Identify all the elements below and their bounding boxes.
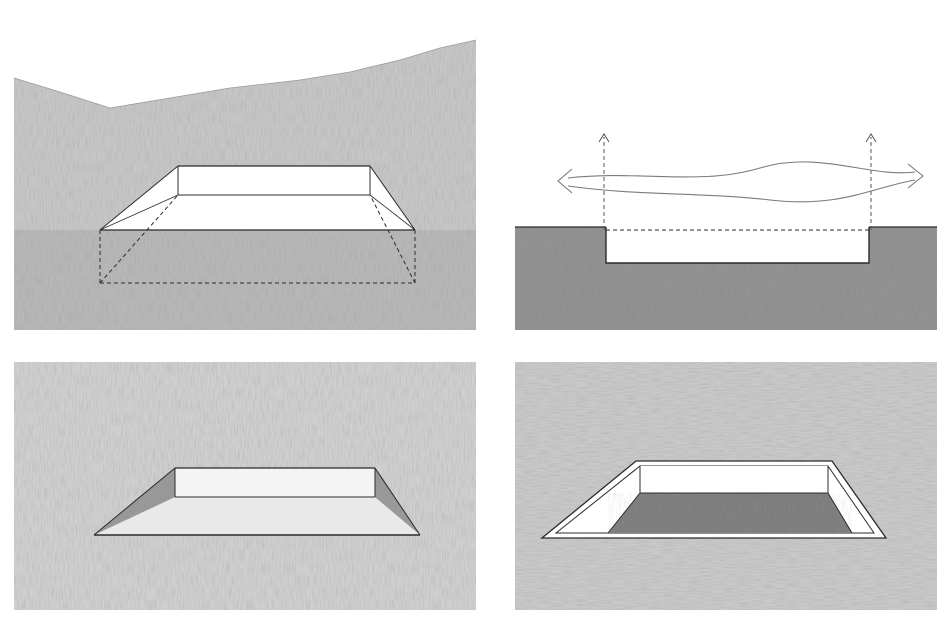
back-wall <box>178 166 370 195</box>
cut-slope-left <box>99 165 179 231</box>
panel-view-section <box>515 133 937 330</box>
cut-floor-right <box>369 194 416 231</box>
panel-sunken-void <box>14 362 476 610</box>
hidden-volume-dashed <box>99 194 416 284</box>
panel-excavation-section <box>13 39 477 330</box>
panel-framed-void <box>515 362 937 610</box>
ground-shade <box>14 230 476 330</box>
void-outline <box>93 467 421 536</box>
floor-hatch <box>608 493 852 533</box>
frame-outline <box>540 460 888 539</box>
back-wall <box>175 468 375 497</box>
back-wall <box>640 466 828 493</box>
room-outline <box>605 227 870 264</box>
cut-floor-left <box>99 194 179 231</box>
sunken-room <box>606 227 869 263</box>
void-floor <box>94 497 420 535</box>
horizontal-view-arrow <box>557 161 924 203</box>
vertical-view-arrows <box>598 133 877 230</box>
cut-slope-right <box>369 165 416 231</box>
terrain-edge <box>13 39 477 109</box>
